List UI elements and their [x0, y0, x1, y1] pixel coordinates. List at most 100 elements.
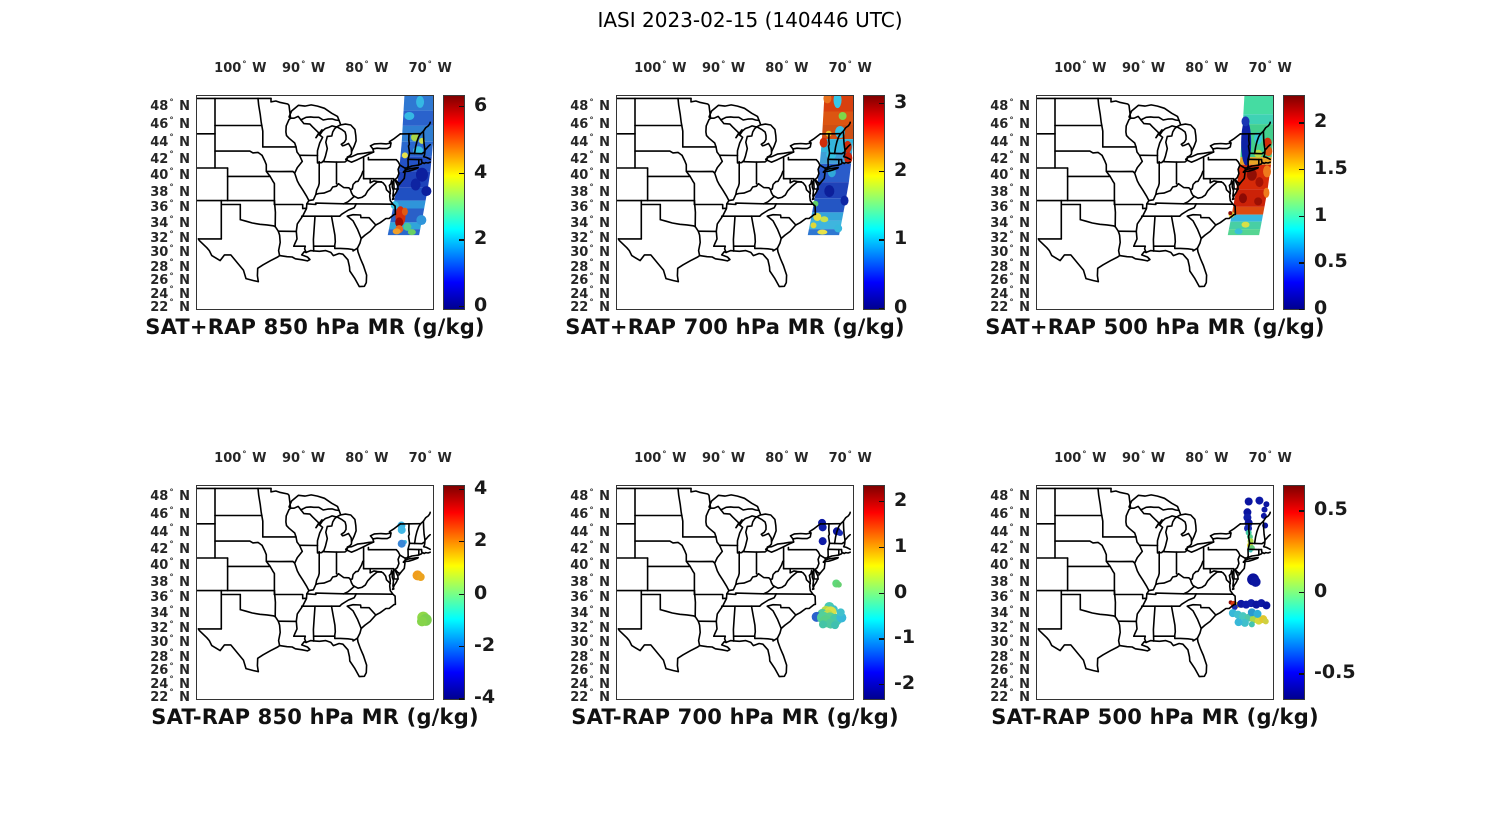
swath-spot [410, 178, 421, 191]
state-border-line [756, 123, 777, 153]
lon-tick-label: 70° W [408, 59, 452, 76]
lat-tick-label: 28° N [150, 258, 190, 275]
state-border-line [808, 523, 822, 534]
degree-symbol: ° [169, 557, 174, 568]
state-borders [1036, 487, 1271, 678]
state-border-line [1246, 152, 1251, 169]
state-border-line [1234, 158, 1241, 181]
state-border-line [762, 585, 776, 595]
lon-tick-label: 100° W [214, 449, 267, 466]
swath-spot [823, 95, 832, 104]
swath-band [1233, 189, 1268, 207]
state-border-line [300, 119, 320, 139]
degree-symbol: ° [1009, 573, 1014, 584]
degree-symbol: ° [169, 150, 174, 161]
state-border-line [270, 487, 292, 509]
state-border-line [808, 568, 819, 595]
state-border-line [257, 487, 263, 517]
lon-tick-label: 80° W [1185, 449, 1229, 466]
map-frame [1036, 485, 1274, 700]
degree-symbol: ° [1009, 167, 1014, 178]
state-border-line [1182, 195, 1196, 205]
panel-title: SAT-RAP 500 hPa MR (g/kg) [991, 705, 1319, 729]
state-border-line [285, 507, 310, 637]
state-border-line [764, 151, 795, 163]
state-border-line [257, 97, 263, 127]
state-border-line [369, 142, 392, 150]
state-border-line [659, 608, 696, 618]
lon-tick-label: 80° W [765, 59, 809, 76]
state-border-line [1110, 487, 1132, 509]
lat-tick-label: 46° N [150, 115, 190, 132]
lat-tick-label: 32° N [150, 619, 190, 636]
swath-spot [421, 186, 432, 197]
lat-tick-label: 22° N [150, 298, 190, 315]
colorbar-tick [459, 306, 464, 308]
state-border-line [812, 177, 819, 190]
degree-symbol: ° [169, 634, 174, 645]
lat-tick-label: 40° N [570, 557, 610, 574]
lat-tick-label: 38° N [150, 183, 190, 200]
colorbar-tick-label: -0.5 [1314, 661, 1356, 684]
state-border-line [1109, 175, 1116, 206]
state-border-line [1101, 154, 1111, 178]
lat-tick-label: 32° N [990, 229, 1030, 246]
swath-layer [811, 518, 847, 630]
state-border-line [404, 166, 419, 173]
lat-tick-label: 30° N [150, 244, 190, 261]
state-border-line [1239, 164, 1246, 170]
state-border-line [1140, 119, 1160, 139]
state-border-line [399, 164, 406, 170]
state-border-line [1152, 215, 1156, 252]
degree-symbol: ° [1009, 183, 1014, 194]
state-border-line [728, 560, 785, 592]
degree-symbol: ° [169, 244, 174, 255]
state-border-line [1146, 202, 1185, 206]
lat-tick-label: 26° N [990, 271, 1030, 289]
swath-band [1231, 206, 1265, 215]
state-border-line [773, 181, 803, 199]
state-border-line [1232, 177, 1239, 190]
degree-symbol: ° [1009, 634, 1014, 645]
state-border-line [274, 615, 281, 647]
state-border-line [1209, 570, 1223, 574]
swath-spot [1263, 187, 1270, 198]
state-border-line [330, 215, 337, 250]
state-border-line [1133, 635, 1147, 644]
state-border-line [315, 160, 320, 196]
state-border-line [270, 97, 292, 119]
state-border-line [1176, 123, 1197, 153]
state-border-line [1163, 126, 1178, 163]
state-border-line [789, 180, 803, 184]
state-border-line [1155, 160, 1160, 196]
degree-symbol: ° [301, 59, 306, 70]
state-border-line [312, 215, 316, 252]
colorbar-tick-label: 1.5 [1314, 156, 1348, 179]
lat-tick-label: 24° N [570, 675, 610, 692]
lat-tick-label: 42° N [990, 150, 1030, 167]
colorbar-tick-label: 1 [894, 534, 908, 557]
state-border-line [399, 554, 406, 560]
state-border-line [1178, 203, 1198, 217]
obs-dot [416, 616, 427, 627]
state-border-line [1262, 511, 1271, 522]
degree-symbol: ° [589, 487, 594, 498]
swath-spot [407, 229, 416, 236]
state-border-line [392, 567, 399, 580]
colorbar-tick-label: 0.5 [1314, 498, 1348, 521]
degree-symbol: ° [169, 183, 174, 194]
state-border-line [1182, 585, 1196, 595]
state-border-line [1186, 605, 1202, 630]
lon-tick-label: 80° W [1185, 59, 1229, 76]
state-border-line [735, 550, 740, 586]
state-border-line [1114, 615, 1121, 647]
panel-sat-minus-rap-500: 100° W 90° W 80° W 70° W 48° N 46° N 44° N 42° … [840, 390, 1355, 780]
state-border-line [824, 166, 839, 173]
state-border-line [736, 125, 758, 164]
state-border-line [336, 126, 353, 153]
degree-symbol: ° [847, 59, 852, 70]
state-border-line [1176, 126, 1193, 153]
lat-tick-label: 30° N [570, 634, 610, 651]
state-borders [196, 487, 431, 678]
lat-tick-label: 36° N [150, 199, 190, 216]
